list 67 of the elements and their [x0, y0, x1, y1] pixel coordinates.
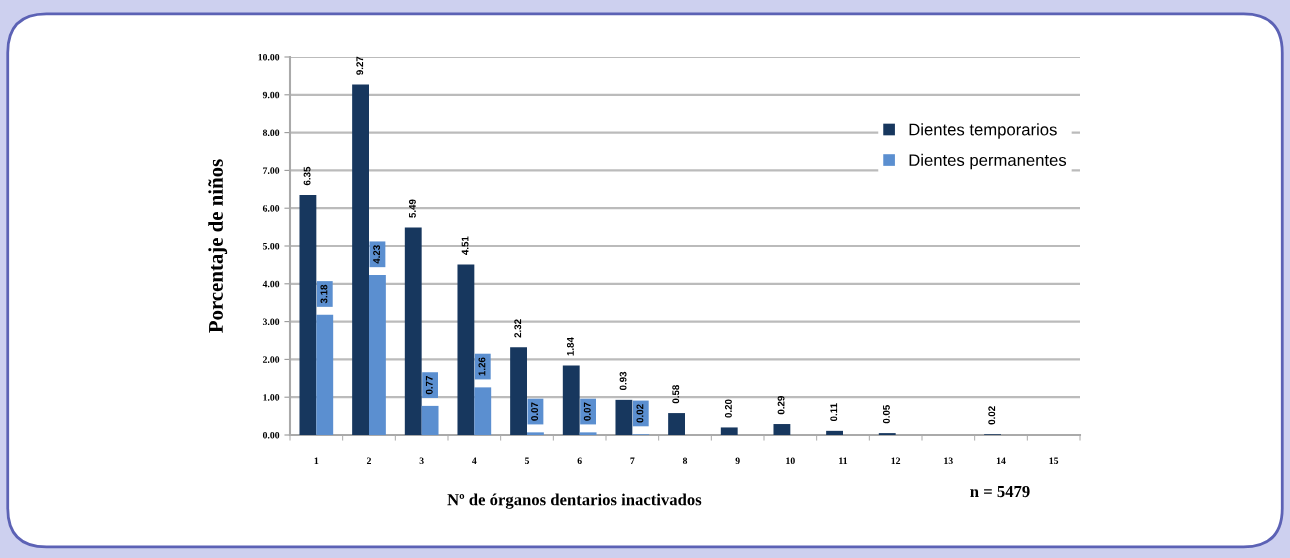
bar — [474, 387, 492, 435]
data-label: 0.58 — [672, 385, 680, 404]
data-label: 4.23 — [373, 245, 381, 264]
bar — [773, 424, 791, 435]
bar — [510, 347, 527, 435]
data-label: 0.11 — [830, 403, 838, 422]
y-tick-label: 6.00 — [262, 205, 280, 212]
data-label: 0.02 — [988, 406, 996, 425]
bar — [579, 432, 597, 435]
y-tick-label: 4.00 — [262, 280, 280, 288]
bar — [299, 194, 317, 435]
data-label: 2.32 — [514, 319, 522, 338]
legend-label: Dientes permanentes — [909, 153, 1067, 170]
x-tick-label: 3 — [419, 457, 424, 465]
x-tick-label: 11 — [839, 457, 848, 464]
y-axis-title: Porcentaje de niños — [208, 159, 228, 333]
x-tick-label: 15 — [1049, 457, 1059, 465]
x-tick-label: 1 — [314, 457, 319, 464]
data-label: 6.35 — [303, 166, 311, 186]
x-tick-label: 6 — [577, 457, 582, 465]
bar — [352, 84, 369, 435]
y-tick-label: 10.00 — [258, 53, 280, 61]
data-label: 0.77 — [425, 376, 433, 395]
bar — [720, 427, 738, 435]
y-tick-label: 3.00 — [262, 318, 280, 326]
bar — [668, 413, 685, 435]
x-tick-label: 4 — [472, 457, 477, 464]
bar — [457, 264, 475, 435]
data-label: 0.20 — [724, 399, 732, 418]
data-label: 1.26 — [478, 357, 486, 376]
bar — [316, 314, 334, 435]
x-tick-label: 13 — [944, 457, 953, 465]
text: n = 5479 — [970, 485, 1030, 498]
x-tick-label: 8 — [682, 457, 688, 465]
y-tick-label: 0.00 — [262, 431, 280, 439]
bar — [826, 430, 843, 435]
x-axis-title: Nº de órganos dentarios inactivados — [447, 493, 702, 509]
bar — [527, 432, 544, 435]
data-label: 1.84 — [566, 337, 574, 356]
data-label: 3.18 — [320, 284, 328, 304]
x-tick-label: 5 — [524, 457, 530, 465]
y-tick-label: 8.00 — [262, 129, 280, 137]
x-tick-label: 9 — [735, 457, 740, 465]
x-tick-label: 10 — [786, 457, 795, 465]
data-label: 0.02 — [636, 404, 644, 423]
y-tick-label: 1.00 — [263, 394, 280, 401]
y-tick-label: 5.00 — [262, 242, 280, 250]
x-tick-label: 12 — [891, 457, 901, 464]
data-label: 0.05 — [882, 405, 890, 424]
bar — [421, 405, 439, 435]
x-tick-label: 7 — [630, 457, 635, 464]
data-label: 0.29 — [777, 396, 785, 415]
bar — [562, 365, 580, 435]
data-label: 5.49 — [408, 199, 416, 218]
data-label: 0.07 — [531, 402, 539, 421]
data-label: 9.27 — [356, 56, 364, 75]
x-tick-label: 14 — [996, 457, 1006, 464]
x-tick-label: 2 — [366, 457, 372, 464]
data-label: 0.07 — [583, 402, 591, 421]
y-tick-label: 7.00 — [263, 167, 280, 174]
data-label: 4.51 — [461, 236, 469, 255]
bar — [404, 227, 422, 435]
y-tick-label: 9.00 — [262, 91, 280, 99]
legend-label: Dientes temporarios — [909, 123, 1057, 139]
y-tick-label: 2.00 — [262, 356, 280, 363]
bar — [369, 275, 386, 435]
data-label: 0.93 — [619, 371, 627, 391]
